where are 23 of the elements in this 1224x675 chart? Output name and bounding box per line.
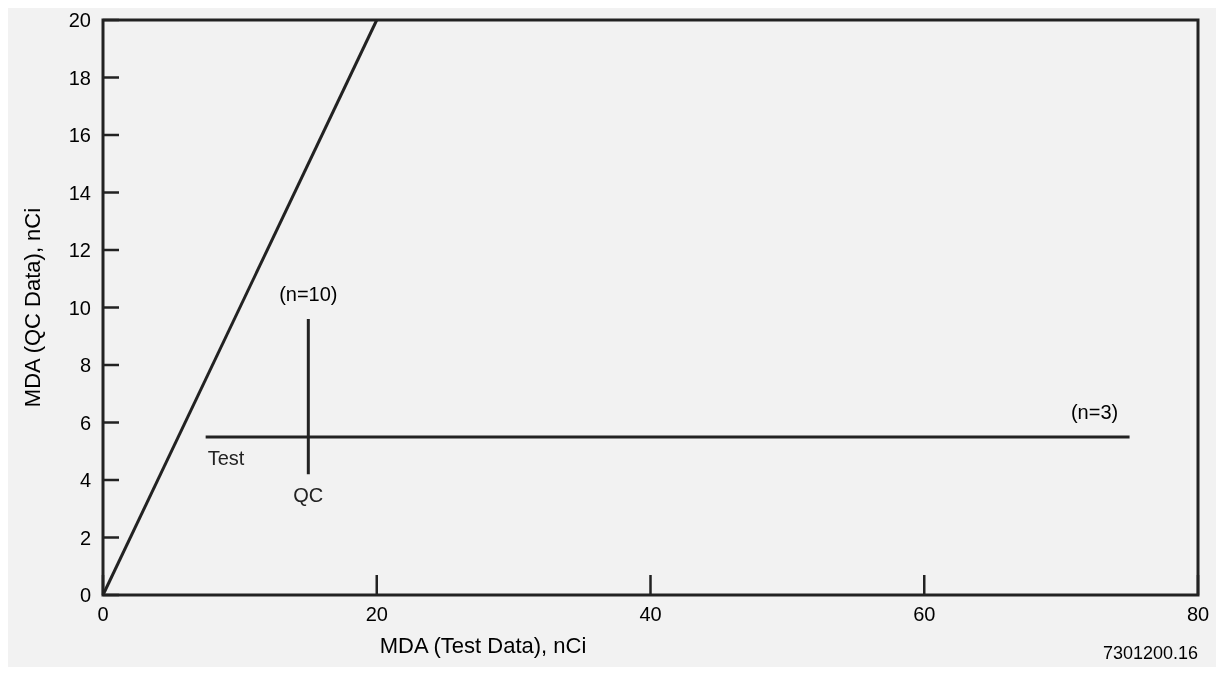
y-tick-label: 14 <box>68 181 91 204</box>
x-tick-label: 40 <box>639 603 662 625</box>
y-axis-title: MDA (QC Data), nCi <box>20 207 45 408</box>
y-tick-label: 0 <box>79 584 91 606</box>
y-tick-label: 10 <box>68 296 91 319</box>
x-tick-label: 20 <box>365 603 388 625</box>
x-tick-label: 60 <box>913 603 936 625</box>
annotation: (n=10) <box>279 283 338 305</box>
series-label: QC <box>293 484 324 507</box>
y-tick-label: 20 <box>68 9 91 31</box>
y-tick-label: 6 <box>79 411 91 434</box>
x-tick-label: 0 <box>97 603 109 625</box>
x-axis-title: MDA (Test Data), nCi <box>379 633 587 658</box>
series-label: Test <box>207 446 245 469</box>
y-tick-label: 4 <box>79 469 91 491</box>
y-tick-label: 12 <box>68 239 91 261</box>
y-tick-label: 16 <box>68 124 91 146</box>
x-tick-label: 80 <box>1186 603 1210 625</box>
y-tick-label: 8 <box>79 354 91 376</box>
y-tick-label: 18 <box>68 66 91 89</box>
y-tick-label: 2 <box>79 526 91 549</box>
annotation: (n=3) <box>1070 400 1119 423</box>
text: 7301200.16 <box>1102 643 1198 663</box>
